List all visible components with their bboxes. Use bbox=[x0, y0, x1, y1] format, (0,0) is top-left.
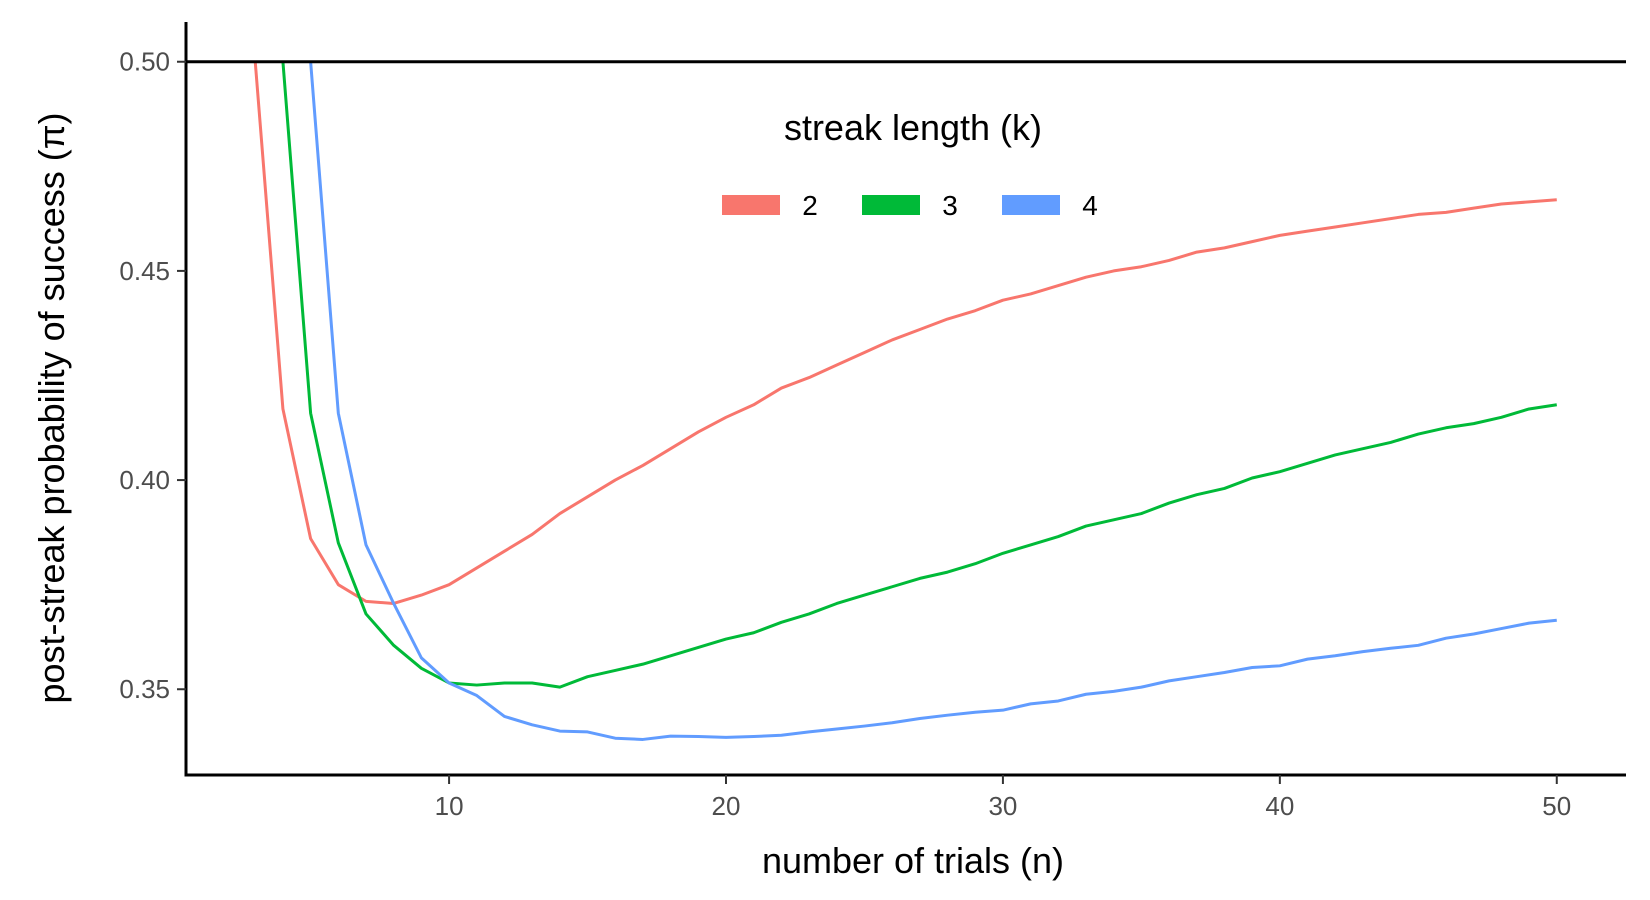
legend-entries: 2 3 4 bbox=[722, 190, 1098, 221]
x-axis-title: number of trials (n) bbox=[762, 840, 1064, 881]
legend-title: streak length (k) bbox=[784, 107, 1042, 148]
series-line-k2 bbox=[253, 61, 1557, 605]
legend-label-k2: 2 bbox=[802, 190, 818, 221]
series-line-k4 bbox=[309, 61, 1557, 741]
legend: streak length (k) 2 3 4 bbox=[722, 107, 1098, 221]
x-tick-label: 30 bbox=[988, 791, 1017, 821]
legend-label-k4: 4 bbox=[1082, 190, 1098, 221]
x-axis-ticks: 10 20 30 40 50 bbox=[435, 775, 1571, 821]
y-tick-label: 0.40 bbox=[119, 465, 170, 495]
x-tick-label: 50 bbox=[1542, 791, 1571, 821]
x-tick-label: 40 bbox=[1265, 791, 1294, 821]
y-tick-label: 0.50 bbox=[119, 47, 170, 77]
y-tick-label: 0.45 bbox=[119, 256, 170, 286]
x-tick-label: 10 bbox=[435, 791, 464, 821]
series-line-k3 bbox=[281, 61, 1557, 689]
y-tick-label: 0.35 bbox=[119, 674, 170, 704]
series-layer bbox=[253, 61, 1557, 741]
y-axis-ticks: 0.35 0.40 0.45 0.50 bbox=[119, 47, 186, 704]
x-tick-label: 20 bbox=[712, 791, 741, 821]
y-axis-title: post-streak probability of success (π) bbox=[31, 112, 72, 703]
legend-label-k3: 3 bbox=[942, 190, 958, 221]
